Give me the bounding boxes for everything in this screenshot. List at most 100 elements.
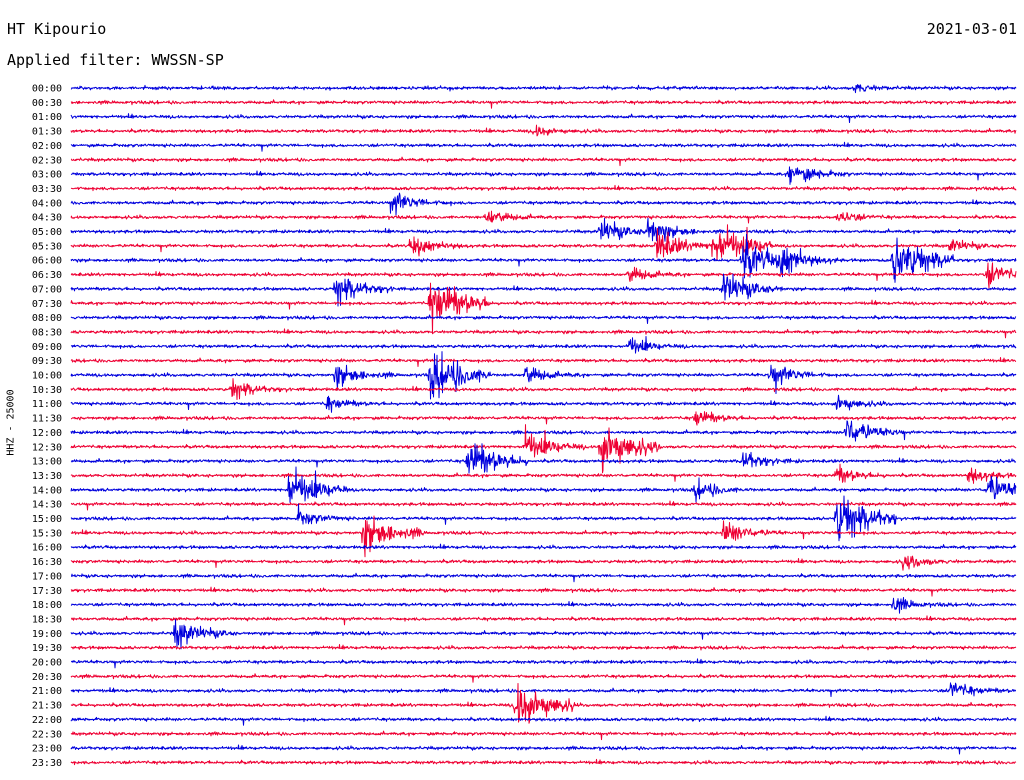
trace-2100 [70, 682, 1017, 698]
time-label-0100: 01:00 [32, 112, 62, 123]
time-labels: 00:00 00:30 01:00 01:30 02:00 02:30 03:00 03:30… [32, 84, 62, 769]
time-label-0730: 07:30 [32, 299, 62, 310]
time-label-0830: 08:30 [32, 327, 62, 338]
trace-0100 [70, 113, 1017, 124]
trace-1600 [70, 543, 1017, 551]
time-label-2130: 21:30 [32, 701, 62, 712]
time-label-1130: 11:30 [32, 414, 62, 425]
time-label-1430: 14:30 [32, 500, 62, 511]
time-label-0330: 03:30 [32, 184, 62, 195]
time-label-1300: 13:00 [32, 457, 62, 468]
filter-label: Applied filter: WWSSN-SP [7, 51, 224, 69]
trace-1700 [70, 572, 1017, 583]
time-label-0300: 03:00 [32, 170, 62, 181]
trace-0200 [70, 141, 1017, 152]
trace-1930 [70, 644, 1017, 651]
date-label: 2021-03-01 [926, 20, 1017, 38]
time-label-0930: 09:30 [32, 356, 62, 367]
trace-2000 [70, 658, 1017, 669]
time-label-0800: 08:00 [32, 313, 62, 324]
time-label-1600: 16:00 [32, 543, 62, 554]
time-label-1030: 10:30 [32, 385, 62, 396]
trace-1030 [70, 378, 1017, 400]
trace-0830 [70, 328, 1017, 339]
time-label-0400: 04:00 [32, 198, 62, 209]
trace-0430 [70, 210, 1017, 224]
time-label-0200: 02:00 [32, 141, 62, 152]
time-label-0630: 06:30 [32, 270, 62, 281]
time-label-1200: 12:00 [32, 428, 62, 439]
trace-2200 [70, 715, 1017, 726]
time-label-1700: 17:00 [32, 571, 62, 582]
time-label-1530: 15:30 [32, 528, 62, 539]
time-label-2030: 20:30 [32, 672, 62, 683]
time-label-0430: 04:30 [32, 213, 62, 224]
trace-0500 [70, 217, 1017, 242]
trace-0900 [70, 335, 1017, 354]
time-label-0700: 07:00 [32, 284, 62, 295]
trace-1000 [70, 351, 1017, 400]
trace-2330 [70, 758, 1017, 766]
time-label-1500: 15:00 [32, 514, 62, 525]
time-label-1830: 18:30 [32, 614, 62, 625]
trace-1900 [70, 619, 1017, 650]
trace-1800 [70, 597, 1017, 614]
trace-1500 [70, 495, 1017, 542]
trace-1530 [70, 515, 1017, 558]
trace-0630 [70, 262, 1017, 289]
trace-1130 [70, 411, 1017, 426]
station-title: HT Kipourio [7, 20, 107, 38]
time-label-0000: 00:00 [32, 84, 62, 95]
trace-1430 [70, 500, 1017, 511]
trace-0400 [70, 192, 1017, 216]
trace-2300 [70, 744, 1017, 755]
trace-0030 [70, 99, 1017, 109]
trace-2030 [70, 673, 1017, 683]
trace-0300 [70, 166, 1017, 185]
time-label-1330: 13:30 [32, 471, 62, 482]
trace-1330 [70, 463, 1017, 484]
time-label-2300: 23:00 [32, 744, 62, 755]
trace-0930 [70, 357, 1017, 368]
trace-0230 [70, 156, 1017, 167]
time-label-1800: 18:00 [32, 600, 62, 611]
trace-0530 [70, 224, 1017, 261]
trace-1200 [70, 420, 1017, 442]
time-label-0030: 00:30 [32, 98, 62, 109]
trace-1830 [70, 615, 1017, 626]
time-label-0130: 01:30 [32, 127, 62, 138]
time-label-1100: 11:00 [32, 399, 62, 410]
time-label-2100: 21:00 [32, 686, 62, 697]
time-label-1930: 19:30 [32, 643, 62, 654]
time-label-2230: 22:30 [32, 729, 62, 740]
time-label-2000: 20:00 [32, 658, 62, 669]
trace-0700 [70, 273, 1017, 307]
time-label-1730: 17:30 [32, 586, 62, 597]
trace-0600 [70, 233, 1017, 283]
time-label-1000: 10:00 [32, 371, 62, 382]
trace-1630 [70, 555, 1017, 571]
time-label-2200: 22:00 [32, 715, 62, 726]
time-label-1630: 16:30 [32, 557, 62, 568]
trace-0330 [70, 184, 1017, 192]
time-label-1230: 12:30 [32, 442, 62, 453]
trace-0000 [70, 84, 1017, 94]
trace-1230 [70, 424, 1017, 474]
time-label-0900: 09:00 [32, 342, 62, 353]
trace-1730 [70, 586, 1017, 597]
trace-2230 [70, 730, 1017, 741]
trace-1400 [70, 466, 1017, 503]
time-label-2330: 23:30 [32, 758, 62, 769]
time-label-0530: 05:30 [32, 241, 62, 252]
time-label-0230: 02:30 [32, 155, 62, 166]
traces [70, 84, 1017, 766]
trace-1300 [70, 443, 1017, 474]
trace-1100 [70, 394, 1017, 413]
trace-0730 [70, 282, 1017, 335]
time-label-0500: 05:00 [32, 227, 62, 238]
trace-2130 [70, 683, 1017, 724]
trace-0130 [70, 124, 1017, 137]
trace-0800 [70, 314, 1017, 324]
time-label-1900: 19:00 [32, 629, 62, 640]
